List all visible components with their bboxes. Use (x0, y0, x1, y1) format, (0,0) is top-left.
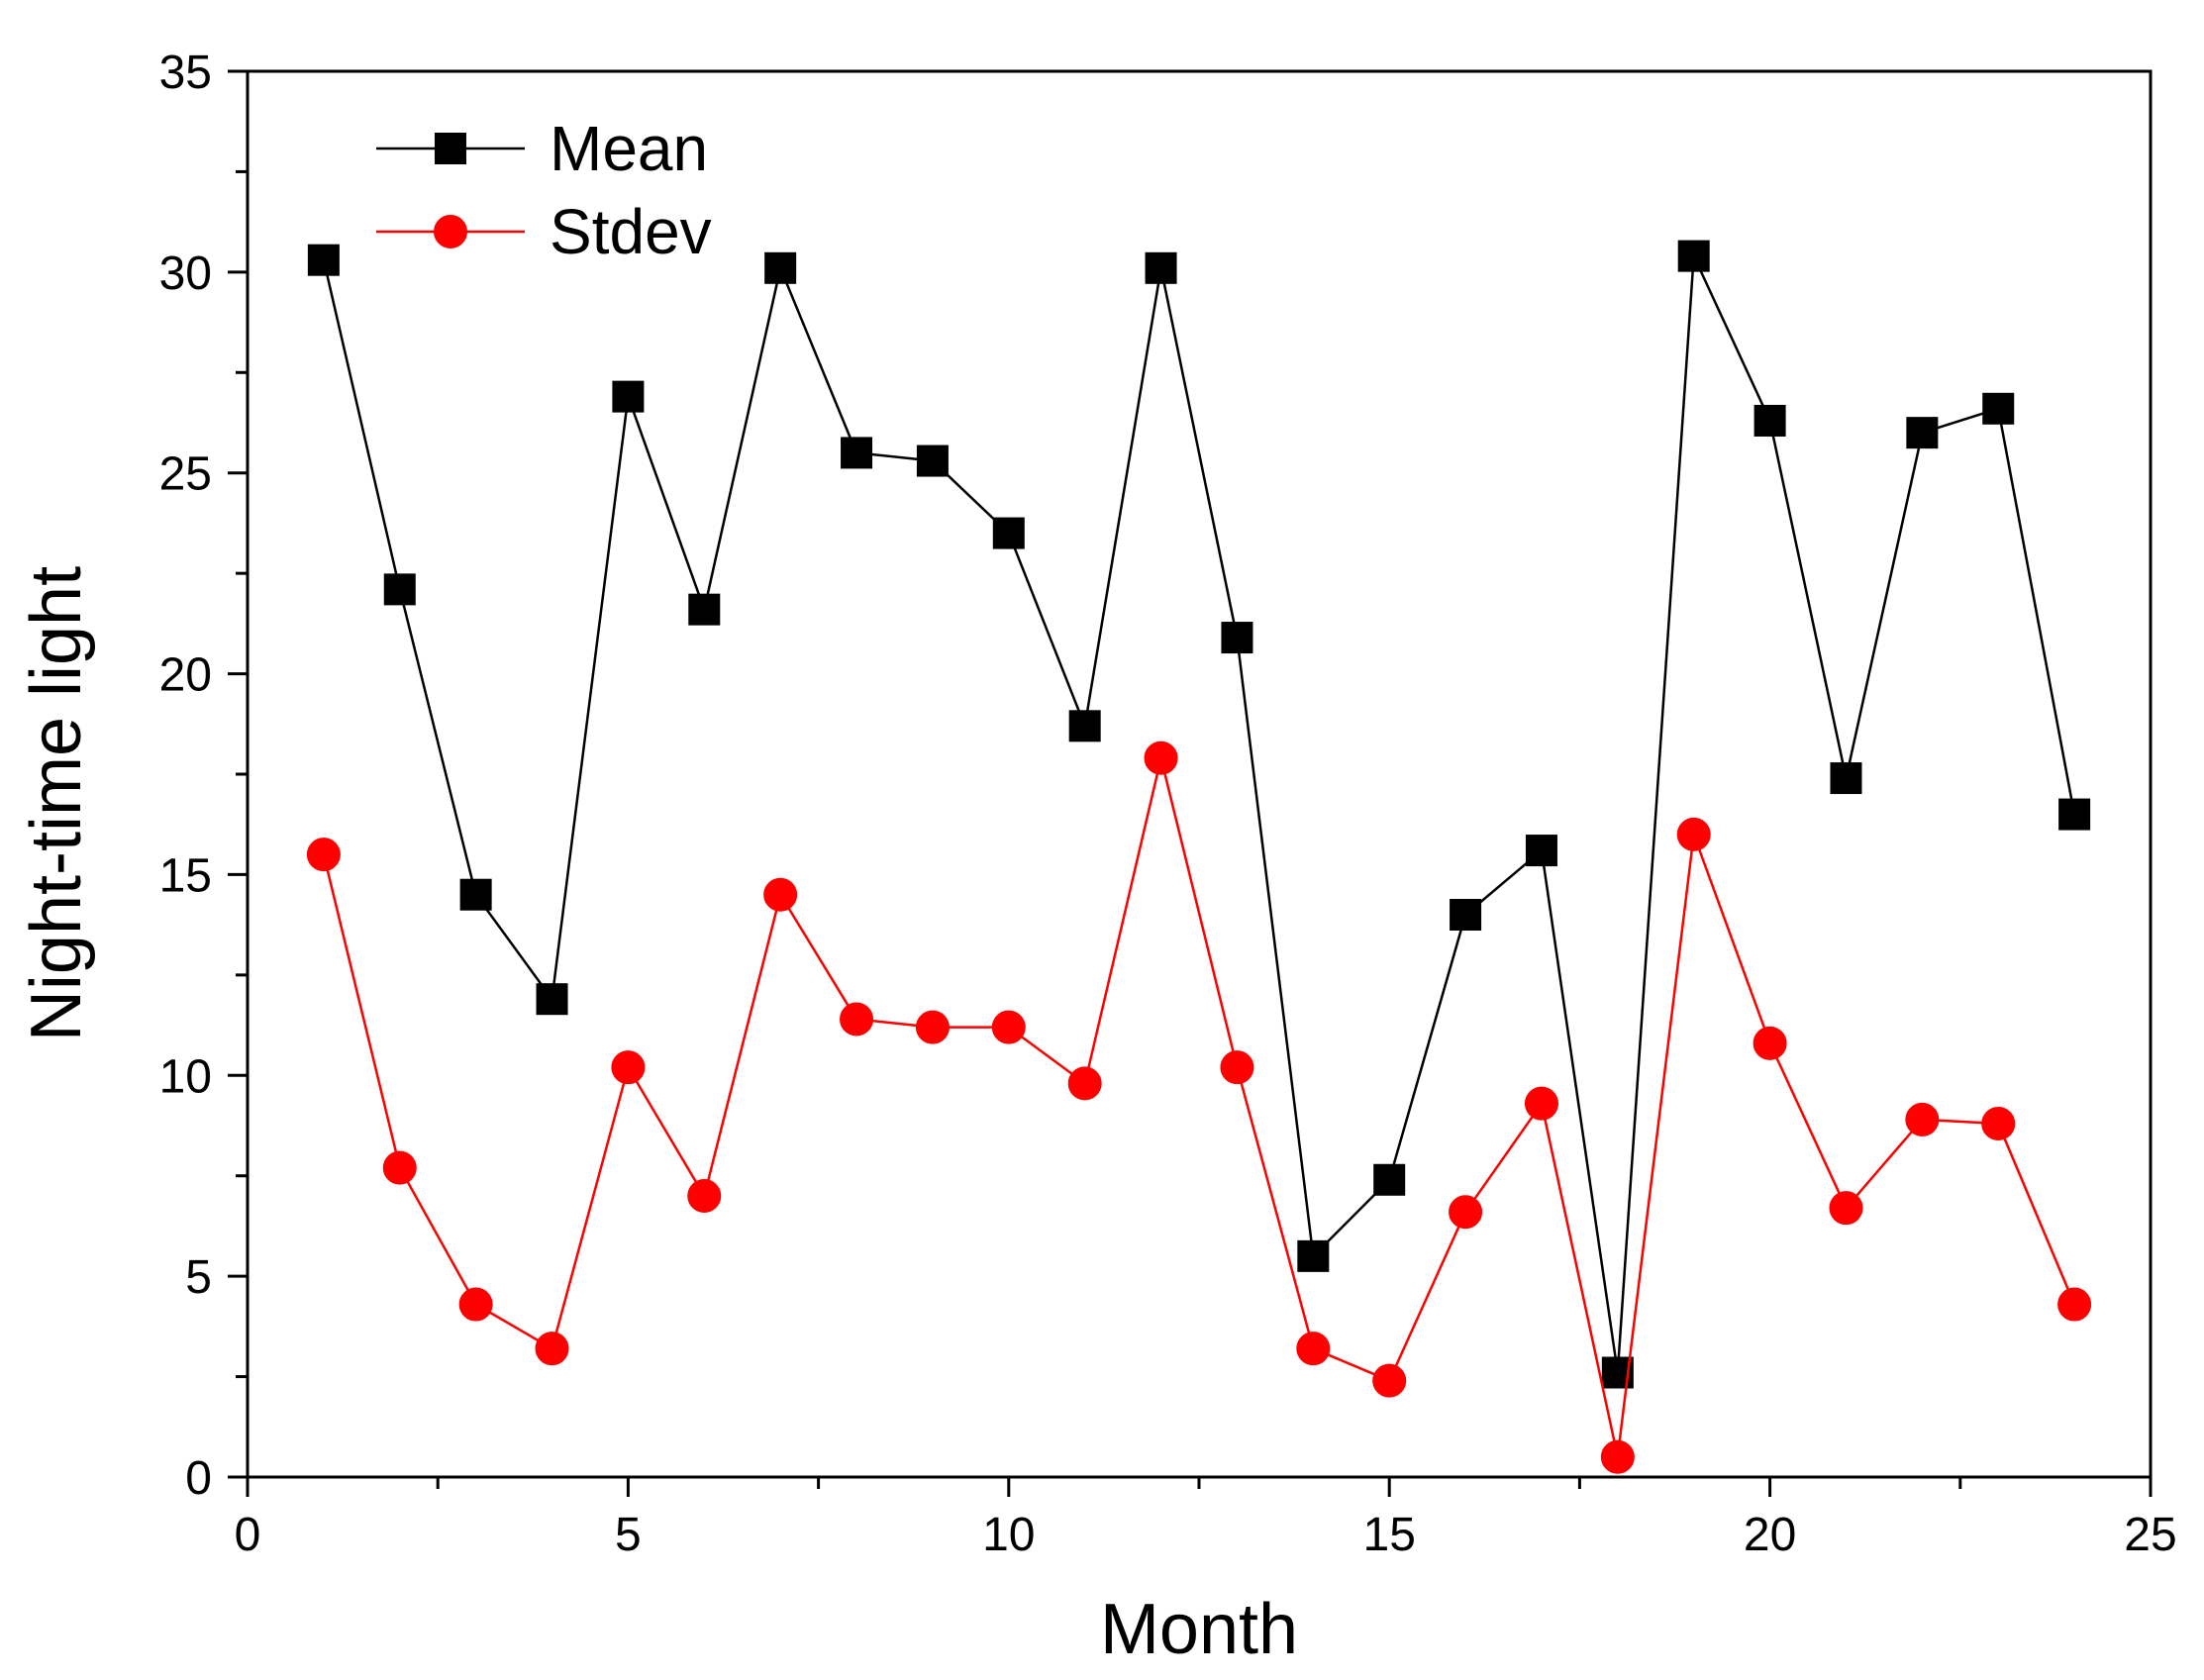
data-point-stdev (1600, 1439, 1635, 1474)
data-point-mean (1068, 710, 1101, 742)
y-tick-label: 30 (159, 247, 212, 300)
series-line-mean (322, 255, 2076, 1373)
data-point-stdev (458, 1287, 493, 1322)
data-point-stdev (991, 1010, 1026, 1044)
data-point-mean (1906, 417, 1939, 449)
data-point-stdev (763, 877, 798, 912)
y-axis-title: Night-time light (17, 566, 96, 1041)
data-point-stdev (1676, 817, 1711, 851)
y-tick-label: 15 (159, 849, 212, 902)
data-point-stdev (840, 1002, 874, 1037)
data-point-mean (1982, 392, 2015, 425)
data-point-mean (2058, 798, 2091, 831)
data-point-stdev (1449, 1195, 1483, 1230)
legend-marker-mean (435, 133, 466, 164)
data-point-stdev (306, 838, 341, 872)
data-point-mean (536, 983, 568, 1016)
x-tick-label: 5 (615, 1509, 642, 1561)
y-tick-label: 20 (159, 649, 212, 702)
data-point-stdev (382, 1150, 417, 1185)
data-point-stdev (1753, 1026, 1787, 1060)
data-point-mean (1753, 404, 1786, 437)
data-point-stdev (1372, 1363, 1407, 1398)
data-point-stdev (687, 1179, 722, 1213)
series-stdev (306, 741, 2092, 1474)
legend-marker-stdev (434, 215, 467, 248)
data-point-mean (841, 437, 873, 469)
data-point-mean (1297, 1239, 1330, 1272)
data-point-mean (612, 380, 645, 413)
data-point-stdev (1220, 1050, 1254, 1085)
data-point-mean (1221, 622, 1253, 654)
data-point-mean (916, 445, 949, 477)
data-point-mean (1373, 1163, 1406, 1196)
data-point-stdev (1829, 1191, 1863, 1226)
legend-label: Stdev (550, 196, 712, 267)
x-tick-label: 10 (982, 1509, 1035, 1561)
data-point-mean (383, 573, 416, 606)
data-point-mean (992, 517, 1025, 549)
data-point-stdev (2057, 1287, 2092, 1322)
data-point-stdev (1981, 1106, 2016, 1140)
data-point-stdev (915, 1010, 950, 1044)
data-point-mean (1677, 240, 1710, 272)
x-tick-label: 20 (1744, 1509, 1796, 1561)
y-tick-label: 35 (159, 47, 212, 99)
data-point-mean (1450, 899, 1482, 931)
series-line-stdev (322, 757, 2076, 1457)
data-point-mean (307, 244, 340, 276)
y-tick-label: 5 (185, 1251, 212, 1304)
data-point-stdev (1524, 1086, 1558, 1121)
data-point-mean (459, 878, 492, 911)
legend: Mean Stdev (376, 113, 712, 267)
axis-ticks: 0 5 10 15 20 25 0 5 10 15 20 25 30 35 (159, 47, 2177, 1561)
data-point-stdev (535, 1332, 569, 1366)
data-point-mean (764, 251, 797, 284)
data-point-stdev (1144, 741, 1178, 775)
x-tick-label: 25 (2124, 1509, 2176, 1561)
x-tick-label: 15 (1363, 1509, 1416, 1561)
data-point-mean (1525, 835, 1557, 867)
data-series (306, 240, 2092, 1474)
data-point-stdev (611, 1050, 646, 1085)
data-point-stdev (1067, 1066, 1102, 1101)
data-point-stdev (1296, 1332, 1331, 1366)
legend-item-stdev: Stdev (376, 196, 712, 267)
data-point-mean (1145, 251, 1177, 284)
y-tick-label: 25 (159, 448, 212, 501)
x-axis-title: Month (1100, 1590, 1298, 1669)
y-tick-label: 0 (185, 1452, 212, 1505)
data-point-mean (1830, 762, 1862, 795)
y-tick-label: 10 (159, 1050, 212, 1103)
legend-item-mean: Mean (376, 113, 708, 184)
x-tick-label: 0 (235, 1509, 261, 1561)
legend-label: Mean (550, 113, 708, 184)
data-point-stdev (1905, 1102, 1940, 1136)
data-point-mean (688, 593, 721, 626)
series-mean (307, 240, 2091, 1389)
